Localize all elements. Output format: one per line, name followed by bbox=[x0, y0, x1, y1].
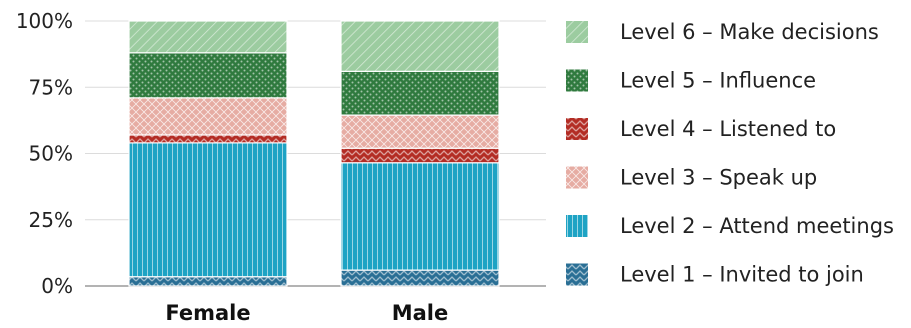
y-axis: 0% 25% 50% 75% 100% bbox=[16, 9, 73, 298]
legend-label: Level 2 – Attend meetings bbox=[620, 214, 894, 238]
y-tick-label: 50% bbox=[29, 142, 73, 166]
bar-segment bbox=[340, 70, 500, 116]
bar-segment bbox=[340, 269, 500, 287]
y-tick-label: 0% bbox=[41, 274, 73, 298]
bars bbox=[128, 20, 500, 287]
bar-segment bbox=[340, 20, 500, 72]
bar-segment bbox=[128, 20, 288, 54]
y-tick-label: 75% bbox=[29, 75, 73, 99]
legend-label: Level 3 – Speak up bbox=[620, 166, 817, 190]
x-axis-labels: Female Male bbox=[165, 301, 448, 325]
legend-swatch bbox=[566, 215, 588, 237]
legend-swatch bbox=[566, 69, 588, 92]
bar-segment bbox=[340, 147, 500, 164]
x-category-label: Female bbox=[165, 301, 250, 325]
bar-segment bbox=[128, 276, 288, 287]
bar-segment bbox=[340, 114, 500, 149]
legend-label: Level 6 – Make decisions bbox=[620, 20, 879, 44]
legend-label: Level 1 – Invited to join bbox=[620, 263, 864, 287]
legend-swatch bbox=[566, 263, 588, 286]
legend: Level 6 – Make decisions Level 5 – Influe… bbox=[566, 20, 894, 287]
y-tick-label: 100% bbox=[16, 9, 73, 33]
y-tick-label: 25% bbox=[29, 208, 73, 232]
legend-label: Level 4 – Listened to bbox=[620, 117, 836, 141]
bar-segment bbox=[128, 142, 288, 278]
bar-segment bbox=[128, 52, 288, 99]
legend-label: Level 5 – Influence bbox=[620, 69, 816, 93]
x-category-label: Male bbox=[392, 301, 449, 325]
legend-swatch bbox=[566, 166, 588, 189]
legend-swatch bbox=[566, 21, 588, 43]
bar-segment bbox=[340, 162, 500, 271]
legend-swatch bbox=[566, 118, 588, 140]
bar-segment bbox=[128, 134, 288, 144]
bar-segment bbox=[128, 97, 288, 136]
